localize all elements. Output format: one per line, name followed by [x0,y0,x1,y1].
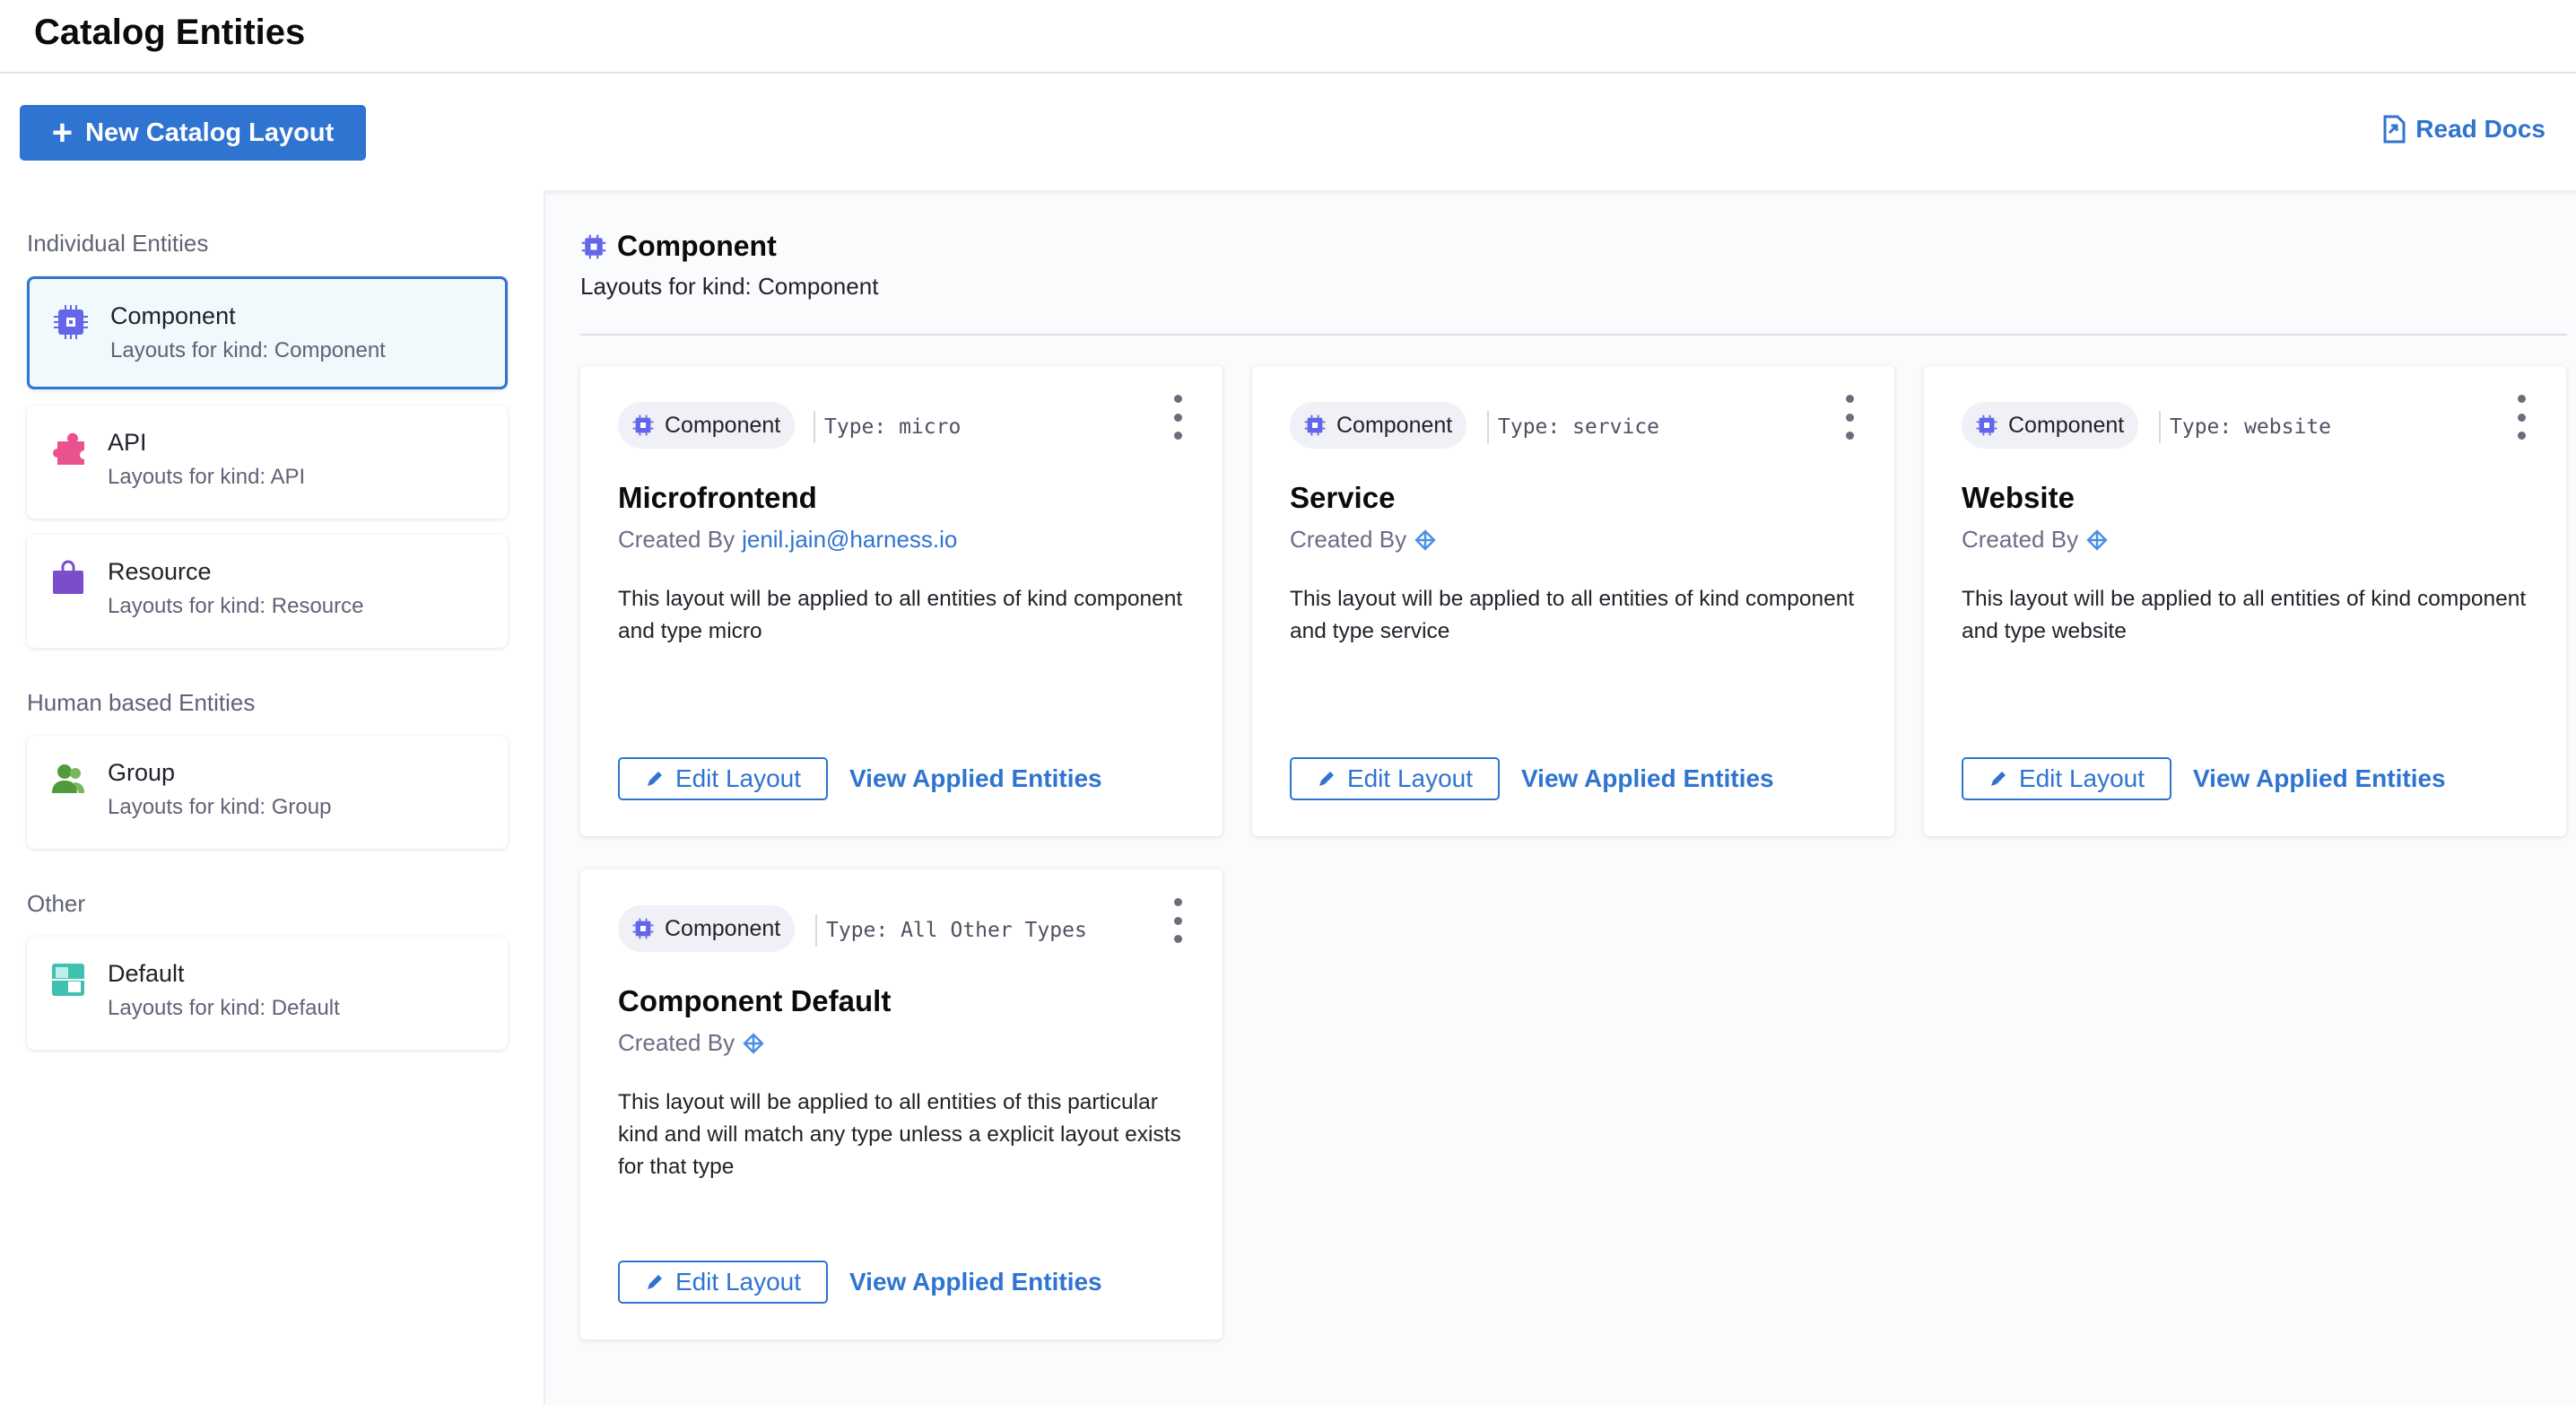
view-applied-entities-link[interactable]: View Applied Entities [1521,764,1774,792]
more-options-icon[interactable] [1169,395,1187,440]
sidebar-item-component[interactable]: Component Layouts for kind: Component [27,276,508,389]
kind-title: Component [617,230,777,262]
sidebar-item-title: Default [108,960,185,987]
read-docs-label: Read Docs [2415,115,2546,143]
default-icon [52,964,84,996]
new-catalog-layout-label: New Catalog Layout [85,118,335,147]
edit-layout-label: Edit Layout [674,764,802,792]
harness-logo-icon [1414,528,1436,551]
group-icon [52,764,84,793]
pencil-icon [1318,772,1334,786]
layout-card: Component Type: micro Microfrontend Crea… [580,366,1223,836]
author-link[interactable]: jenil.jain@harness.io [742,526,958,553]
sidebar-item-subtitle: Layouts for kind: Default [108,996,340,1020]
card-description: This layout will be applied to all entit… [1290,587,1855,643]
sidebar-item-subtitle: Layouts for kind: API [108,465,306,489]
main-content: Component Layouts for kind: Component Co… [547,190,2576,1405]
sidebar-item-title: Component [110,302,236,329]
layout-card: Component Type: service Service Created … [1252,366,1894,836]
sidebar-item-title: Group [108,759,176,786]
card-description: This layout will be applied to all entit… [618,1090,1181,1179]
page-header: Catalog Entities [0,0,2576,74]
edit-layout-label: Edit Layout [2018,764,2145,792]
sidebar-item-default[interactable]: Default Layouts for kind: Default [27,937,508,1050]
kind-chip: Component [618,402,796,449]
chip-icon [1304,415,1326,436]
kind-subtitle: Layouts for kind: Component [580,273,879,300]
edit-layout-label: Edit Layout [1346,764,1474,792]
pencil-icon [647,1275,662,1289]
section-human-based-entities: Human based Entities [27,689,256,716]
created-by: Created By [1290,526,1437,554]
divider [580,334,2567,336]
card-description: This layout will be applied to all entit… [618,587,1183,643]
kind-heading: Component [581,230,777,263]
chip-icon [632,918,654,939]
chip-icon [632,415,654,436]
chip-icon [54,305,88,339]
document-icon [2383,115,2406,144]
layout-card: Component Type: website Website Created … [1924,366,2566,836]
read-docs-link[interactable]: Read Docs [2381,115,2546,144]
edit-layout-label: Edit Layout [674,1268,802,1296]
sidebar-item-resource[interactable]: Resource Layouts for kind: Resource [27,535,508,648]
card-title: Component Default [618,984,892,1017]
harness-logo-icon [743,1032,764,1054]
created-by: Created By [1962,526,2109,554]
card-title: Website [1962,481,2075,514]
more-options-icon[interactable] [1169,898,1187,943]
edit-layout-button[interactable]: Edit Layout [1290,757,1500,800]
view-applied-entities-link[interactable]: View Applied Entities [849,1268,1102,1296]
chip-icon [1976,415,1997,436]
pencil-icon [1990,772,2006,786]
kind-chip-label: Component [665,915,781,941]
sidebar: Individual Entities Component Layouts fo… [0,190,545,1405]
card-title: Microfrontend [618,481,817,514]
sidebar-item-subtitle: Layouts for kind: Resource [108,594,364,618]
type-label: Type: service [1487,411,1659,443]
created-by: Created By jenil.jain@harness.io [618,526,957,554]
sidebar-item-subtitle: Layouts for kind: Group [108,795,332,819]
plus-icon: + [51,113,74,153]
created-by: Created By [618,1029,765,1057]
more-options-icon[interactable] [1841,395,1858,440]
kind-chip-label: Component [1336,412,1453,438]
sidebar-item-title: API [108,429,147,456]
section-individual-entities: Individual Entities [27,230,209,257]
type-label: Type: micro [814,411,961,443]
toolbar: + New Catalog Layout Read Docs [0,74,2576,190]
kind-chip: Component [1962,402,2139,449]
created-by-label: Created By [618,526,735,553]
harness-logo-icon [2086,528,2108,551]
new-catalog-layout-button[interactable]: + New Catalog Layout [20,105,366,161]
sidebar-item-group[interactable]: Group Layouts for kind: Group [27,736,508,849]
card-title: Service [1290,481,1396,514]
view-applied-entities-link[interactable]: View Applied Entities [2193,764,2446,792]
created-by-label: Created By [1290,526,1407,553]
layout-card: Component Type: All Other Types Componen… [580,869,1223,1340]
kind-chip-label: Component [665,412,781,438]
created-by-label: Created By [1962,526,2079,553]
page-title: Catalog Entities [34,13,306,52]
more-options-icon[interactable] [2512,395,2530,440]
puzzle-icon [53,432,84,465]
created-by-label: Created By [618,1029,735,1056]
kind-chip: Component [618,905,796,952]
sidebar-item-api[interactable]: API Layouts for kind: API [27,406,508,519]
section-other: Other [27,890,86,917]
type-label: Type: website [2159,411,2331,443]
edit-layout-button[interactable]: Edit Layout [1962,757,2171,800]
chip-icon [581,234,606,258]
pencil-icon [647,772,662,786]
bag-icon [53,560,83,594]
sidebar-item-subtitle: Layouts for kind: Component [110,338,386,362]
card-description: This layout will be applied to all entit… [1962,587,2527,643]
type-label: Type: All Other Types [815,914,1087,947]
kind-chip-label: Component [2008,412,2125,438]
edit-layout-button[interactable]: Edit Layout [618,757,828,800]
view-applied-entities-link[interactable]: View Applied Entities [849,764,1102,792]
edit-layout-button[interactable]: Edit Layout [618,1261,828,1304]
sidebar-item-title: Resource [108,558,212,585]
kind-chip: Component [1290,402,1467,449]
